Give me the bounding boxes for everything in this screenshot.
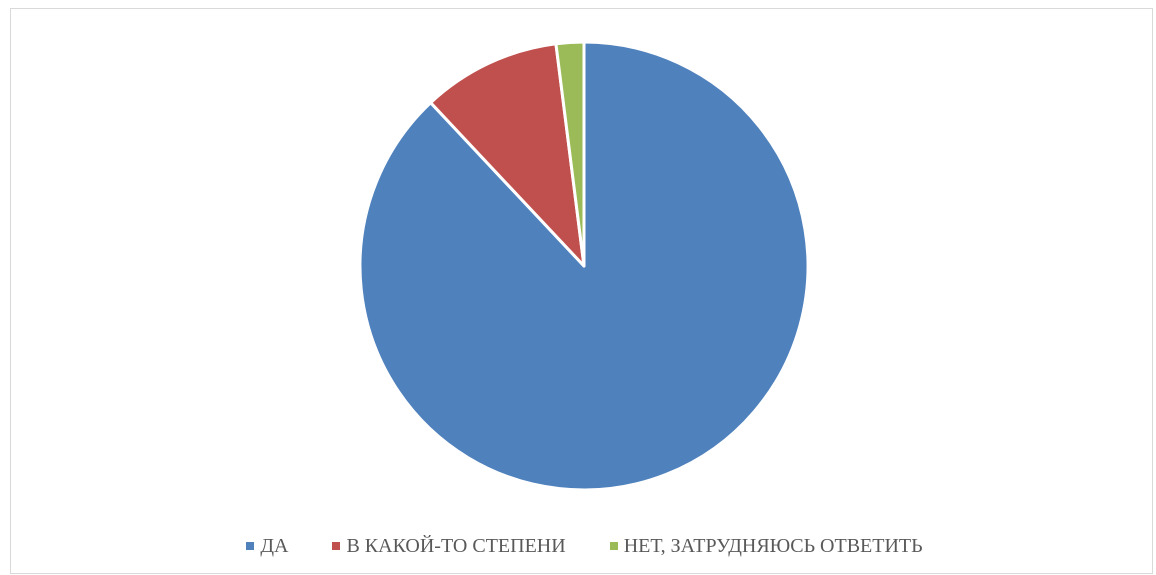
- legend: ДА В КАКОЙ-ТО СТЕПЕНИ НЕТ, ЗАТРУДНЯЮСЬ О…: [0, 531, 1156, 561]
- legend-label-undecided: НЕТ, ЗАТРУДНЯЮСЬ ОТВЕТИТЬ: [623, 534, 923, 557]
- legend-item-partial: В КАКОЙ-ТО СТЕПЕНИ: [332, 534, 566, 558]
- legend-item-da: ДА: [246, 535, 288, 558]
- legend-label-da: ДА: [260, 534, 289, 557]
- pie-slices: [358, 40, 810, 492]
- legend-label-partial: В КАКОЙ-ТО СТЕПЕНИ: [346, 534, 566, 557]
- legend-swatch-undecided: [609, 542, 618, 550]
- legend-swatch-da: [246, 542, 255, 550]
- legend-item-undecided: НЕТ, ЗАТРУДНЯЮСЬ ОТВЕТИТЬ: [609, 534, 923, 558]
- pie-slice-partial: [429, 42, 586, 268]
- pie-slice-undecided: [554, 40, 586, 268]
- legend-swatch-partial: [332, 542, 341, 550]
